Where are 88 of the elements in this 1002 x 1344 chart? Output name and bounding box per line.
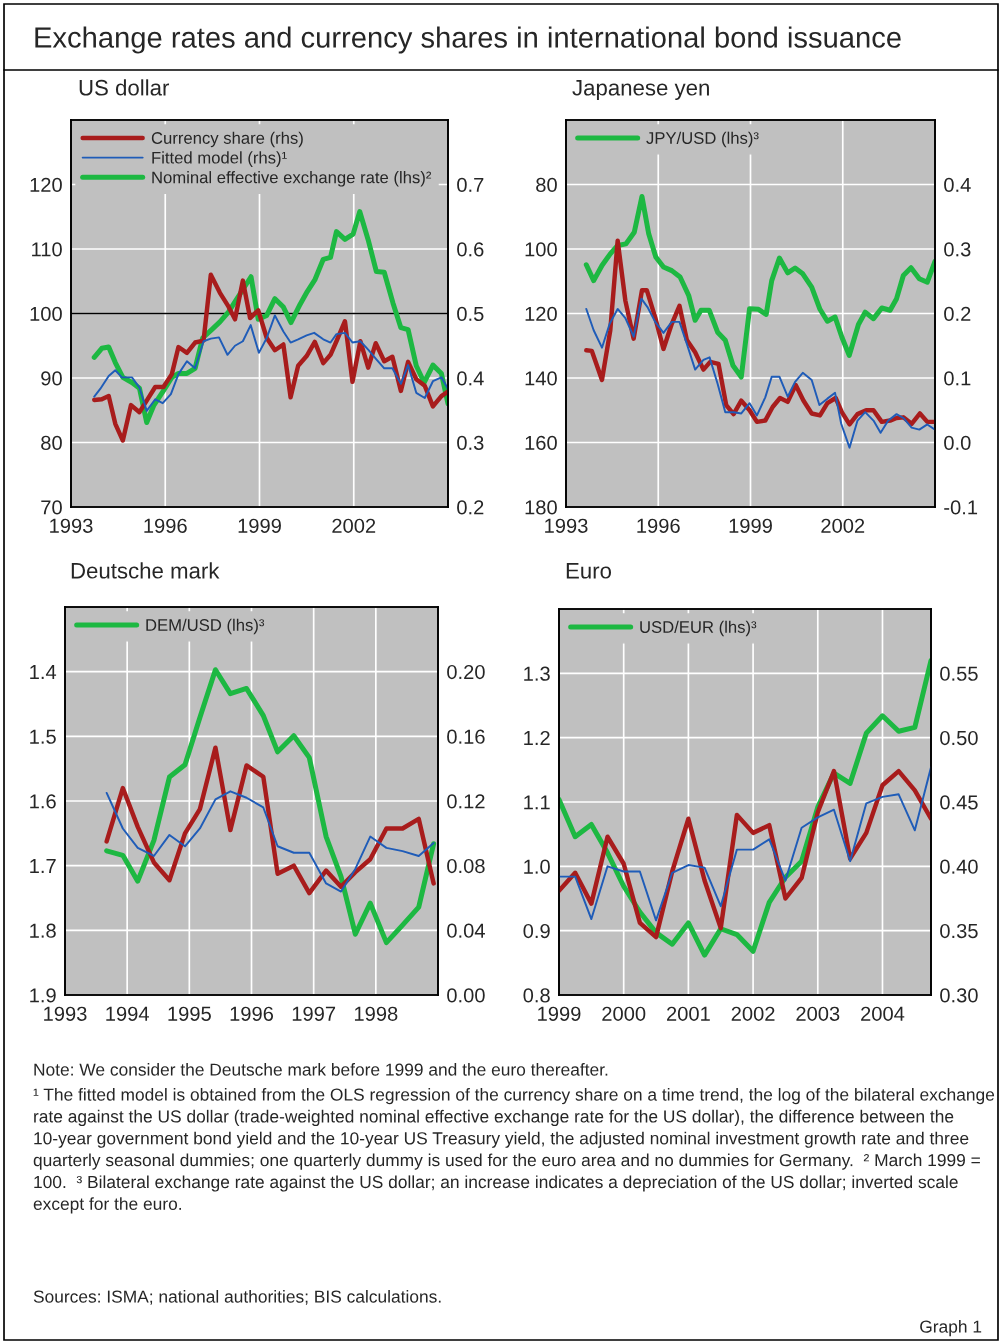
y-tick-label: 100 <box>30 306 62 321</box>
y-tick-label: 1.3 <box>524 666 550 681</box>
legend-label: Nominal effective exchange rate (lhs)² <box>152 171 432 187</box>
y-tick-label: 1.6 <box>30 794 56 809</box>
y2-tick-label: 0.2 <box>944 306 971 321</box>
y-tick-label: 70 <box>41 500 62 515</box>
line-series <box>92 272 448 443</box>
x-tick-label: 2002 <box>731 1006 775 1021</box>
y2-tick-label: 0.30 <box>940 988 978 1003</box>
line-series <box>585 297 935 449</box>
y2-tick-label: 0.16 <box>447 729 485 744</box>
y-tick-label: 80 <box>536 177 557 192</box>
y2-tick-label: 0.3 <box>944 242 971 257</box>
y2-tick-label: 0.40 <box>940 859 978 874</box>
y2-tick-label: 0.3 <box>457 435 484 450</box>
y-tick-label: 160 <box>525 435 557 450</box>
chart-subtitle: US dollar <box>79 79 170 96</box>
x-tick-label: 2002 <box>332 518 376 533</box>
y-tick-label: 80 <box>41 435 62 450</box>
y2-tick-label: 0.12 <box>447 794 485 809</box>
y-tick-label: 1.0 <box>524 859 550 874</box>
y-tick-label: 1.5 <box>30 729 56 744</box>
y2-tick-label: 0.50 <box>940 730 978 746</box>
y2-tick-label: 0.35 <box>940 923 978 939</box>
y-tick-label: 180 <box>525 500 557 515</box>
x-tick-label: 1996 <box>230 1006 274 1021</box>
x-tick-label: 2002 <box>821 518 865 533</box>
y-tick-label: 100 <box>525 242 557 257</box>
legend-label: USD/EUR (lhs)³ <box>640 620 757 637</box>
y2-tick-label: 0.0 <box>944 435 971 450</box>
y-tick-label: 1.2 <box>524 730 550 745</box>
y-tick-label: 110 <box>32 242 62 257</box>
y2-tick-label: 0.04 <box>447 923 485 938</box>
source-note: Sources: ISMA; national authorities; BIS calculations. <box>33 1290 441 1305</box>
x-tick-label: 1995 <box>168 1006 211 1021</box>
x-tick-label: 1994 <box>106 1006 149 1021</box>
x-tick-label: 2001 <box>667 1006 710 1021</box>
x-tick-label: 1996 <box>637 518 680 533</box>
y-tick-label: 1.1 <box>524 795 550 810</box>
y-tick-label: 1.8 <box>30 923 56 938</box>
text: Note: We consider the Deutsche mark before 1999 and the euro thereafter. <box>34 1063 608 1076</box>
chart-title: Exchange rates and currency shares in international bond issuance <box>35 26 901 54</box>
x-tick-label: 1999 <box>238 518 281 533</box>
y2-tick-label: 0.4 <box>944 177 971 192</box>
x-tick-label: 2004 <box>861 1006 905 1021</box>
x-tick-label: 1993 <box>50 518 93 533</box>
chart-title: Euro <box>566 563 612 579</box>
y2-tick-label: 0.45 <box>940 795 978 810</box>
legend-label: Fitted model (rhs)¹ <box>152 151 287 167</box>
legend-label: DEM/USD (lhs)³ <box>146 618 265 635</box>
x-tick-label: 1998 <box>354 1006 398 1021</box>
legend-label: JPY/USD (lhs)³ <box>646 131 759 148</box>
y-tick-label: 120 <box>30 177 62 192</box>
y-tick-label: 90 <box>41 371 62 386</box>
y2-tick-label: -0.1 <box>944 500 978 515</box>
y-tick-label: 1.7 <box>30 859 56 873</box>
x-tick-label: 2003 <box>796 1006 840 1021</box>
legend-label: Currency share (rhs) <box>151 131 303 148</box>
chart-title: Japanese yen <box>572 80 709 100</box>
x-tick-label: 1999 <box>729 518 772 533</box>
y-tick-label: 1.9 <box>30 988 56 1003</box>
x-tick-label: 1999 <box>538 1006 581 1021</box>
x-tick-label: 1997 <box>292 1006 336 1021</box>
y-tick-label: 1.4 <box>30 665 57 679</box>
y2-tick-label: 0.5 <box>457 306 484 321</box>
y-tick-label: 0.9 <box>523 923 550 939</box>
y2-tick-label: 0.55 <box>940 666 978 681</box>
y2-tick-label: 0.20 <box>447 664 485 680</box>
line-series <box>104 745 436 896</box>
line-series <box>105 790 435 893</box>
y-tick-label: 0.8 <box>523 988 550 1003</box>
y-tick-label: 120 <box>525 306 557 321</box>
line-series <box>93 314 448 412</box>
caption: Graph 1 <box>920 1320 982 1337</box>
y2-tick-label: 0.6 <box>457 242 484 257</box>
y2-tick-label: 0.08 <box>447 858 485 874</box>
y2-tick-label: 0.00 <box>447 988 485 1003</box>
y2-tick-label: 0.2 <box>457 500 484 515</box>
x-tick-label: 1993 <box>44 1006 87 1021</box>
text: ¹ The fitted model is obtained from the OLS regression of the currency share on a time trend, the log of the bilateral exchange rate against the US dollar (trade-weighted nominal effective exchange rate for the US dollar), the difference between the 10-year government bond yield and the 10-year US Treasury yield, the adjusted nominal investment growth rate and three quarterly seasonal dummies; one quarterly dummy is used for the euro area and no dummies for Germany. ² March 1999 = 100. ³ Bilateral exchange rate against the US dollar; an increase indicates a depreciation of the US dollar; inverted scale except for the euro. <box>33 1088 995 1214</box>
y2-tick-label: 0.7 <box>457 177 484 192</box>
y2-tick-label: 0.4 <box>457 371 484 386</box>
y2-tick-label: 0.1 <box>944 371 971 386</box>
x-tick-label: 2000 <box>602 1006 646 1021</box>
y-tick-label: 140 <box>525 371 557 386</box>
x-tick-label: 1993 <box>545 518 588 533</box>
chart-title: Deutsche mark <box>71 562 220 579</box>
x-tick-label: 1996 <box>144 518 187 533</box>
